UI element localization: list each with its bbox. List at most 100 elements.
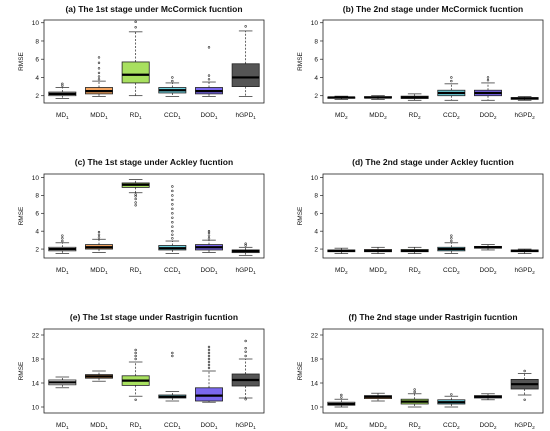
y-tick-label: 2	[314, 246, 318, 253]
box-ccd2	[437, 393, 466, 408]
x-tick-label: CCD1	[164, 422, 181, 431]
chart-panel-1: (b) The 2nd stage under McCormick fucnti…	[297, 4, 544, 121]
outlier-point	[450, 76, 453, 79]
outlier-point	[244, 354, 247, 358]
outlier-point	[134, 204, 137, 207]
box-dod2	[474, 393, 502, 401]
x-tick-base: MDD	[90, 422, 105, 429]
y-tick-label: 6	[35, 211, 39, 218]
box-hgpd1	[231, 25, 260, 97]
x-tick-base: MD	[56, 422, 66, 429]
x-tick-subscript: 1	[66, 115, 69, 121]
outlier-point	[171, 229, 174, 233]
x-tick-label: RD2	[409, 267, 421, 276]
x-tick-subscript: 1	[105, 425, 108, 431]
x-tick-label: hGPD1	[235, 422, 256, 431]
y-tick-label: 22	[32, 332, 40, 339]
y-tick-label: 8	[35, 38, 39, 45]
box-hgpd2	[510, 248, 539, 254]
chart-panel-0: (a) The 1st stage under McCormick fucnti…	[18, 4, 265, 121]
x-tick-label: MD1	[56, 112, 69, 121]
outlier-point	[413, 388, 416, 391]
x-tick-label: DOD1	[200, 422, 217, 431]
x-tick-base: MDD	[90, 267, 105, 274]
outlier-point	[61, 237, 64, 240]
x-tick-subscript: 2	[494, 115, 497, 121]
box-md2	[327, 393, 356, 408]
x-tick-label: MDD2	[369, 422, 387, 431]
x-tick-base: CCD	[443, 112, 457, 119]
outlier-point	[61, 82, 64, 86]
outlier-point	[207, 357, 211, 361]
outlier-point	[207, 348, 211, 352]
box-ccd2	[437, 76, 466, 101]
x-tick-label: hGPD2	[514, 267, 535, 276]
x-tick-subscript: 1	[215, 425, 218, 431]
outlier-point	[134, 201, 137, 204]
x-tick-label: CCD2	[443, 112, 460, 121]
x-tick-label: MDD2	[369, 267, 387, 276]
outlier-point	[134, 197, 137, 201]
x-tick-label: RD1	[130, 112, 142, 121]
outlier-point	[97, 78, 101, 81]
plot-frame	[322, 19, 544, 104]
outlier-point	[134, 351, 137, 355]
x-tick-base: RD	[409, 112, 419, 119]
outlier-point	[244, 398, 247, 401]
y-tick-label: 4	[314, 228, 318, 235]
outlier-point	[61, 234, 64, 237]
x-tick-subscript: 2	[384, 115, 387, 121]
outlier-point	[171, 354, 174, 358]
outlier-point	[171, 198, 174, 202]
x-tick-base: CCD	[164, 422, 178, 429]
box-md1	[48, 376, 77, 389]
x-tick-label: CCD2	[443, 267, 460, 276]
x-tick-label: MD2	[335, 267, 348, 276]
outlier-point	[171, 76, 174, 79]
x-tick-label: hGPD2	[514, 422, 535, 431]
x-tick-label: RD1	[130, 422, 142, 431]
x-tick-subscript: 2	[384, 425, 387, 431]
x-tick-subscript: 2	[494, 270, 497, 276]
x-tick-subscript: 1	[139, 425, 142, 431]
x-tick-subscript: 2	[418, 270, 421, 276]
x-tick-label: CCD1	[164, 112, 181, 121]
y-tick-label: 8	[35, 193, 39, 200]
x-tick-base: RD	[130, 422, 140, 429]
outlier-point	[207, 363, 211, 367]
outlier-point	[207, 354, 211, 358]
box-hgpd2	[510, 96, 539, 101]
outlier-point	[244, 350, 247, 353]
box-rd1	[121, 348, 150, 401]
outlier-point	[171, 221, 174, 224]
outlier-point	[244, 25, 247, 28]
x-tick-label: MDD1	[90, 422, 108, 431]
outlier-point	[97, 61, 101, 65]
outlier-point	[171, 79, 174, 83]
box-rd1	[121, 179, 150, 207]
box-rd2	[400, 246, 429, 254]
y-axis-label: RMSE	[18, 51, 25, 70]
chart-panel-2: (c) The 1st stage under Ackley fucntion R…	[18, 157, 265, 276]
outlier-point	[171, 237, 174, 240]
outlier-point	[340, 396, 343, 399]
x-tick-base: MD	[335, 422, 345, 429]
plot-frame	[43, 173, 265, 259]
x-tick-base: DOD	[200, 267, 215, 274]
x-tick-subscript: 1	[178, 270, 181, 276]
outlier-point	[450, 79, 453, 83]
y-tick-label: 22	[311, 332, 319, 339]
x-tick-label: DOD1	[200, 267, 217, 276]
box-ccd1	[158, 351, 187, 402]
outlier-point	[134, 357, 137, 361]
y-tick-label: 4	[314, 75, 318, 82]
x-tick-base: DOD	[479, 112, 494, 119]
chart-panel-5: (f) The 2nd stage under Rastrigin fucnti…	[297, 312, 544, 431]
box-mdd2	[364, 95, 392, 100]
outlier-point	[171, 189, 174, 193]
y-tick-label: 18	[32, 356, 40, 363]
outlier-point	[97, 75, 101, 78]
box-ccd1	[158, 185, 187, 254]
x-tick-label: CCD2	[443, 422, 460, 431]
